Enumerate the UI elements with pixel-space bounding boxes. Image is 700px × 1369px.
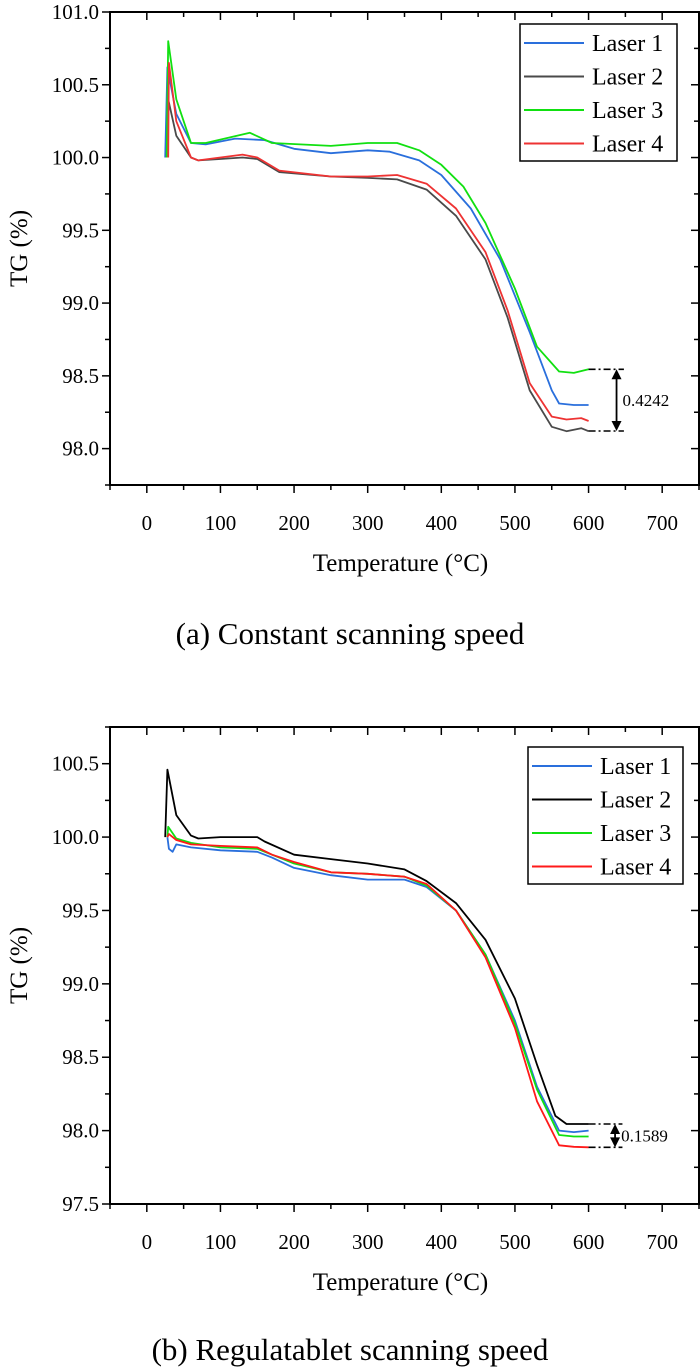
chart-panel-a: 0 100 200 300 400 500 600 700 98.0 98.5 99.0 99.5 10… [6, 0, 700, 651]
x-tick-label: 0 [142, 511, 153, 535]
x-tick-label: 600 [573, 511, 605, 535]
legend-label-laser-2: Laser 2 [600, 788, 671, 814]
legend-label-laser-4: Laser 4 [592, 132, 663, 158]
annotation-label: 0.1589 [621, 1127, 668, 1146]
legend: Laser 1 Laser 2 Laser 3 Laser 4 [527, 746, 684, 885]
x-tick-label: 100 [205, 1230, 237, 1254]
legend-label-laser-4: Laser 4 [600, 855, 671, 881]
x-axis-title: Temperature (°C) [313, 550, 489, 577]
y-tick-label: 100.0 [52, 825, 99, 849]
legend-label-laser-2: Laser 2 [592, 65, 663, 91]
x-tick-label: 200 [278, 511, 310, 535]
y-tick-label: 98.5 [62, 1045, 99, 1069]
chart-caption: (a) Constant scanning speed [176, 616, 525, 651]
legend-label-laser-3: Laser 3 [592, 98, 663, 124]
x-tick-label: 200 [278, 1230, 310, 1254]
legend-box [527, 746, 684, 885]
x-tick-label: 700 [646, 1230, 678, 1254]
annotation-arrowhead-down [611, 421, 622, 432]
series-line-laser-1 [166, 836, 589, 1133]
y-tick-label: 100.5 [52, 752, 99, 776]
legend-label-laser-1: Laser 1 [592, 31, 663, 57]
y-tick-label: 99.5 [62, 898, 99, 922]
legend: Laser 1 Laser 2 Laser 3 Laser 4 [519, 23, 678, 162]
x-tick-label: 100 [205, 511, 237, 535]
y-tick-label: 100.5 [52, 73, 99, 97]
series-line-laser-3 [165, 40, 589, 374]
y-tick-label: 99.0 [62, 291, 99, 315]
y-tick-label: 98.0 [62, 437, 99, 461]
x-tick-label: 600 [573, 1230, 605, 1254]
series-line-laser-3 [166, 825, 589, 1138]
y-tick-label: 97.5 [62, 1192, 99, 1216]
chart-panel-b: 0 100 200 300 400 500 600 700 97.5 98.0 98.5 99.0 99… [6, 726, 700, 1367]
annotation-label: 0.4242 [623, 391, 670, 410]
series-line-laser-4 [166, 833, 589, 1149]
series-line-laser-2 [164, 768, 589, 1125]
x-tick-label: 500 [499, 511, 531, 535]
y-tick-label: 101.0 [52, 0, 99, 24]
legend-label-laser-1: Laser 1 [600, 754, 671, 780]
y-tick-label: 99.5 [62, 218, 99, 242]
x-tick-label: 300 [352, 1230, 384, 1254]
x-tick-label: 400 [426, 511, 458, 535]
chart-caption: (b) Regulatablet scanning speed [152, 1332, 549, 1367]
y-axis-title: TG (%) [6, 927, 33, 1004]
y-tick-label: 98.5 [62, 364, 99, 388]
legend-box [519, 23, 678, 162]
x-axis-title: Temperature (°C) [313, 1269, 489, 1296]
y-tick-label: 99.0 [62, 972, 99, 996]
x-tick-label: 400 [426, 1230, 458, 1254]
y-axis-title: TG (%) [6, 210, 33, 287]
legend-label-laser-3: Laser 3 [600, 821, 671, 847]
x-tick-label: 700 [646, 511, 678, 535]
y-tick-label: 100.0 [52, 146, 99, 170]
x-tick-label: 500 [499, 1230, 531, 1254]
x-tick-label: 0 [142, 1230, 153, 1254]
y-tick-label: 98.0 [62, 1119, 99, 1143]
series-line-laser-4 [167, 62, 589, 422]
annotation-arrowhead-down [610, 1137, 621, 1148]
annotation-arrowhead-up [610, 1124, 621, 1135]
annotation-arrowhead-up [611, 369, 622, 380]
x-tick-label: 300 [352, 511, 384, 535]
